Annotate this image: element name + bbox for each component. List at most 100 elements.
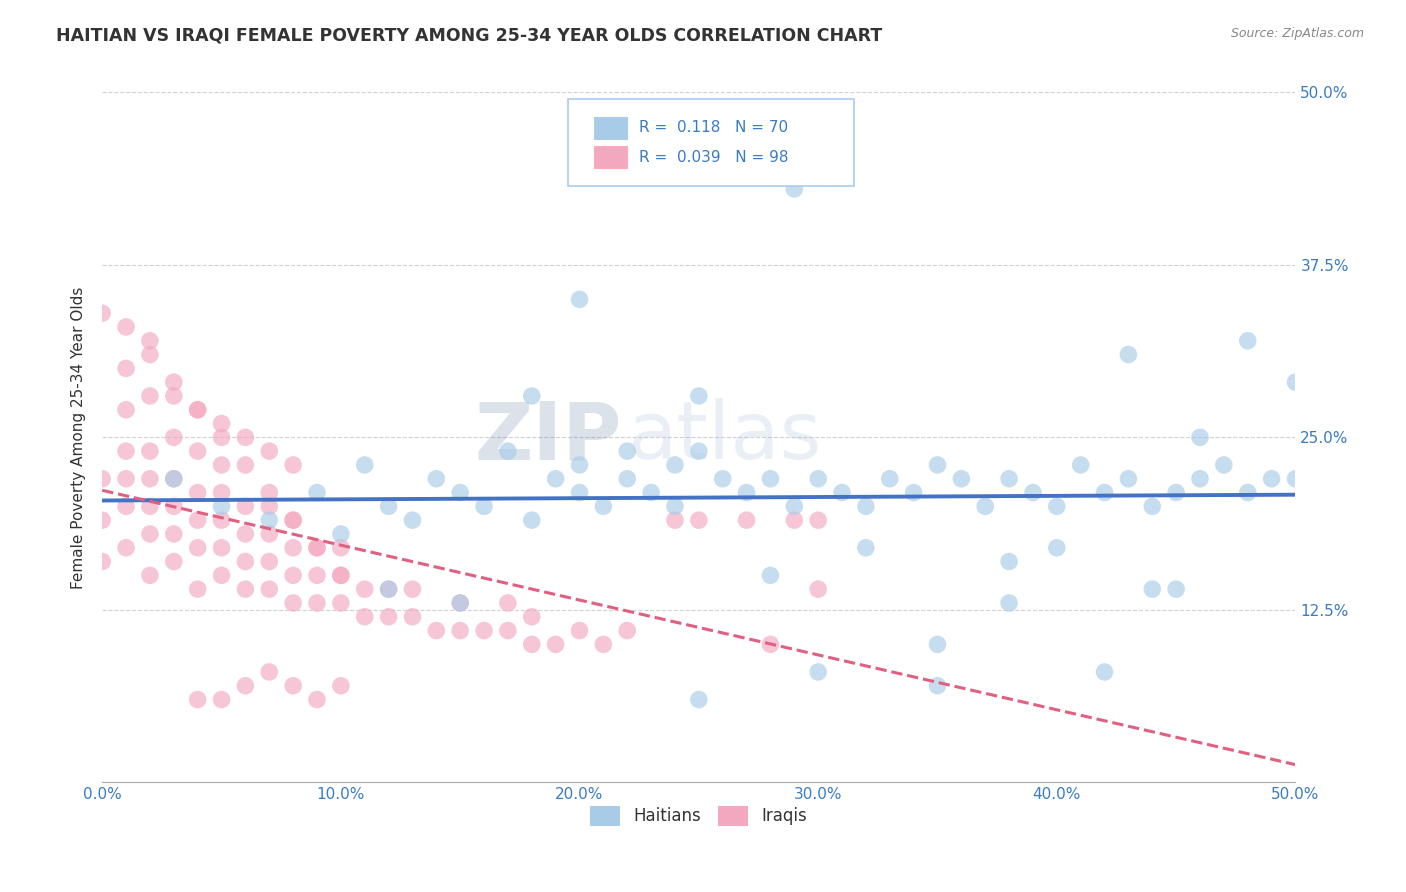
Point: [139, 334, 162, 348]
Point: [211, 692, 233, 706]
Point: [211, 485, 233, 500]
Point: [1046, 541, 1069, 555]
Text: R =  0.118   N = 70: R = 0.118 N = 70: [640, 120, 789, 135]
Point: [305, 541, 328, 555]
Point: [91, 555, 114, 569]
Point: [998, 555, 1021, 569]
Point: [568, 458, 591, 472]
Point: [974, 500, 997, 514]
Y-axis label: Female Poverty Among 25-34 Year Olds: Female Poverty Among 25-34 Year Olds: [72, 286, 86, 589]
Point: [187, 485, 209, 500]
Point: [1236, 334, 1258, 348]
Point: [688, 444, 710, 458]
Point: [1046, 500, 1069, 514]
Point: [664, 513, 686, 527]
Point: [305, 568, 328, 582]
Point: [496, 444, 519, 458]
Point: [568, 485, 591, 500]
Point: [139, 527, 162, 541]
Point: [259, 444, 281, 458]
Point: [1094, 665, 1116, 679]
Point: [235, 555, 257, 569]
Point: [163, 527, 186, 541]
Text: atlas: atlas: [627, 399, 821, 476]
Point: [1236, 485, 1258, 500]
Point: [163, 555, 186, 569]
Point: [425, 472, 447, 486]
Point: [259, 527, 281, 541]
Point: [259, 555, 281, 569]
Point: [520, 637, 543, 651]
Point: [211, 417, 233, 431]
Point: [807, 472, 830, 486]
Point: [115, 402, 138, 417]
Point: [139, 389, 162, 403]
FancyBboxPatch shape: [568, 99, 853, 186]
Point: [472, 500, 495, 514]
Point: [281, 596, 304, 610]
Point: [281, 513, 304, 527]
Point: [592, 500, 614, 514]
Point: [115, 472, 138, 486]
Point: [855, 541, 877, 555]
Point: [1166, 485, 1188, 500]
Point: [305, 596, 328, 610]
Point: [353, 458, 375, 472]
Point: [329, 527, 352, 541]
Point: [187, 513, 209, 527]
Point: [305, 692, 328, 706]
Point: [211, 513, 233, 527]
Point: [115, 320, 138, 334]
Point: [520, 389, 543, 403]
Point: [211, 541, 233, 555]
Point: [927, 458, 949, 472]
Point: [998, 472, 1021, 486]
Point: [377, 582, 399, 596]
Point: [377, 609, 399, 624]
Point: [211, 568, 233, 582]
Point: [998, 596, 1021, 610]
Point: [163, 375, 186, 389]
Point: [688, 389, 710, 403]
Point: [91, 472, 114, 486]
Point: [807, 665, 830, 679]
Point: [759, 472, 782, 486]
Point: [401, 609, 423, 624]
Point: [139, 347, 162, 361]
Point: [520, 609, 543, 624]
Point: [1070, 458, 1092, 472]
Point: [1022, 485, 1045, 500]
Point: [91, 513, 114, 527]
Point: [259, 513, 281, 527]
Point: [163, 389, 186, 403]
Point: [1284, 472, 1306, 486]
Point: [139, 444, 162, 458]
Text: ZIP: ZIP: [474, 399, 621, 476]
Point: [688, 692, 710, 706]
Point: [187, 402, 209, 417]
Point: [401, 582, 423, 596]
Point: [163, 500, 186, 514]
Point: [187, 582, 209, 596]
Point: [568, 293, 591, 307]
Point: [235, 679, 257, 693]
Point: [449, 624, 471, 638]
Text: HAITIAN VS IRAQI FEMALE POVERTY AMONG 25-34 YEAR OLDS CORRELATION CHART: HAITIAN VS IRAQI FEMALE POVERTY AMONG 25…: [56, 27, 883, 45]
Point: [496, 624, 519, 638]
Point: [235, 500, 257, 514]
Point: [281, 679, 304, 693]
Point: [1284, 375, 1306, 389]
Point: [401, 513, 423, 527]
Point: [640, 485, 662, 500]
Point: [187, 402, 209, 417]
Point: [353, 609, 375, 624]
Point: [903, 485, 925, 500]
Point: [664, 458, 686, 472]
Point: [259, 582, 281, 596]
Point: [1094, 485, 1116, 500]
Point: [329, 568, 352, 582]
Point: [592, 637, 614, 651]
Text: R =  0.039   N = 98: R = 0.039 N = 98: [640, 150, 789, 165]
Point: [664, 500, 686, 514]
Point: [1118, 347, 1140, 361]
